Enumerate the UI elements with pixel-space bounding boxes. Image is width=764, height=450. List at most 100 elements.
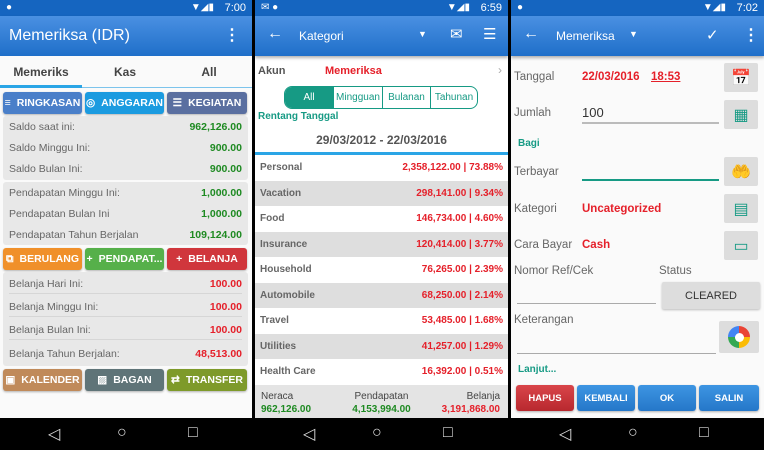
ok-button[interactable]: OK — [638, 385, 696, 411]
akun-value[interactable]: Memeriksa — [325, 65, 382, 77]
clock: 7:02 — [736, 2, 758, 14]
category-value: 298,141.00 | 9.34% — [416, 187, 503, 199]
nav-bar: ◁ ○ □ — [0, 418, 252, 450]
segment-bulanan[interactable]: Bulanan — [382, 87, 430, 108]
date-value[interactable]: 22/03/2016 — [582, 71, 640, 83]
more-icon[interactable]: ⋮ — [743, 27, 759, 44]
calendar-icon: ▣ — [5, 374, 16, 386]
date-range[interactable]: 29/03/2012 - 22/03/2016 — [316, 133, 447, 147]
bagan-button[interactable]: ▨ BAGAN — [85, 369, 164, 391]
tab-memeriks[interactable]: Memeriks — [13, 65, 69, 79]
belanja-label: Belanja — [466, 391, 500, 402]
kembali-button[interactable]: KEMBALI — [577, 385, 635, 411]
category-name: Insurance — [260, 238, 308, 250]
wifi-signal-battery-icon: ▼◢▮ — [446, 2, 470, 13]
belanja-row: Belanja Hari Ini: 100.00 — [9, 274, 242, 294]
category-value: 53,485.00 | 1.68% — [421, 315, 503, 327]
button-label: PENDAPAT... — [98, 253, 163, 265]
category-list-icon[interactable]: ▤ — [724, 194, 758, 223]
home-icon[interactable]: ○ — [628, 424, 638, 441]
sort-icon: ≡ — [4, 97, 11, 109]
salin-button[interactable]: SALIN — [699, 385, 759, 411]
back-icon[interactable]: ◁ — [559, 426, 572, 443]
segment-mingguan[interactable]: Mingguan — [333, 87, 382, 108]
row-value: 962,126.00 — [189, 121, 242, 133]
image-icon: ▨ — [97, 374, 108, 386]
bagi-link[interactable]: Bagi — [518, 138, 540, 149]
time-value[interactable]: 18:53 — [651, 71, 681, 83]
segment-all[interactable]: All — [285, 87, 333, 108]
hapus-button[interactable]: HAPUS — [516, 385, 574, 411]
tab-kas[interactable]: Kas — [113, 65, 136, 79]
page-title[interactable]: Kategori — [299, 29, 344, 43]
jumlah-label: Jumlah — [514, 107, 552, 119]
back-arrow-icon[interactable]: ← — [523, 25, 539, 42]
pendapatan-button[interactable]: + PENDAPAT... — [85, 248, 164, 270]
home-icon[interactable]: ○ — [372, 424, 382, 441]
row-label: Belanja Hari Ini: — [9, 277, 84, 290]
payee-hand-icon[interactable]: 🤲 — [724, 157, 758, 186]
back-icon[interactable]: ◁ — [48, 426, 61, 443]
pendapatan-row: Pendapatan Bulan Ini 1,000.00 — [9, 204, 242, 224]
dropdown-icon[interactable]: ▼ — [629, 29, 638, 39]
category-name: Household — [260, 264, 312, 276]
list-icon: ☰ — [172, 97, 183, 109]
more-icon[interactable]: ⋮ — [224, 27, 240, 44]
category-value: 76,265.00 | 2.39% — [421, 264, 503, 276]
page-title[interactable]: Memeriksa — [556, 29, 615, 43]
belanja-row: Belanja Tahun Berjalan: 48,513.00 — [9, 344, 242, 364]
recents-icon[interactable]: □ — [699, 424, 709, 441]
jumlah-input[interactable]: 100 — [582, 105, 604, 120]
recents-icon[interactable]: □ — [443, 424, 453, 441]
back-icon[interactable]: ◁ — [303, 426, 316, 443]
category-row[interactable]: Utilities 41,257.00 | 1.29% — [255, 333, 508, 359]
category-value: 68,250.00 | 2.14% — [421, 289, 503, 301]
ringkasan-button[interactable]: ≡ RINGKASAN — [3, 92, 82, 114]
email-icon[interactable]: ✉ — [450, 26, 463, 43]
row-value: 900.00 — [209, 142, 242, 154]
category-row[interactable]: Household 76,265.00 | 2.39% — [255, 257, 508, 283]
kalender-button[interactable]: ▣ KALENDER — [3, 369, 82, 391]
category-row[interactable]: Travel 53,485.00 | 1.68% — [255, 308, 508, 334]
belanja-value: 3,191,868.00 — [441, 404, 500, 415]
lanjut-link[interactable]: Lanjut... — [518, 364, 557, 375]
status-bar: ● ▼◢▮ 7:00 — [0, 0, 252, 16]
check-icon[interactable]: ✓ — [706, 27, 719, 44]
category-row[interactable]: Insurance 120,414.00 | 3.77% — [255, 231, 508, 257]
category-row[interactable]: Health Care 16,392.00 | 0.51% — [255, 359, 508, 385]
saldo-row: Saldo saat ini: 962,126.00 — [9, 117, 242, 137]
chevron-right-icon[interactable]: › — [498, 63, 502, 77]
category-row[interactable]: Vacation 298,141.00 | 9.34% — [255, 180, 508, 206]
kegiatan-button[interactable]: ☰ KEGIATAN — [167, 92, 247, 114]
calendar-icon[interactable]: 📅 — [724, 63, 758, 92]
segment-tahunan[interactable]: Tahunan — [430, 87, 477, 108]
category-row[interactable]: Food 146,734.00 | 4.60% — [255, 206, 508, 232]
keterangan-underline — [517, 353, 716, 354]
back-arrow-icon[interactable]: ← — [267, 25, 283, 42]
category-row[interactable]: Automobile 68,250.00 | 2.14% — [255, 282, 508, 308]
recents-icon[interactable]: □ — [188, 424, 198, 441]
tab-all[interactable]: All — [201, 65, 217, 79]
camera-icon[interactable] — [719, 321, 759, 353]
category-value: 146,734.00 | 4.60% — [416, 213, 503, 225]
anggaran-button[interactable]: ◎ ANGGARAN — [85, 92, 164, 114]
kategori-value[interactable]: Uncategorized — [582, 203, 662, 215]
credit-card-icon[interactable]: ▭ — [724, 231, 758, 260]
range-label: Rentang Tanggal — [258, 111, 339, 122]
cara-bayar-value[interactable]: Cash — [582, 239, 611, 251]
android-icon: ● — [6, 2, 13, 13]
belanja-row: Belanja Minggu Ini: 100.00 — [9, 297, 242, 317]
transfer-button[interactable]: ⇄ TRANSFER — [167, 369, 247, 391]
calculator-icon[interactable]: ▦ — [724, 100, 758, 129]
row-label: Pendapatan Tahun Berjalan — [9, 229, 139, 241]
category-name: Automobile — [260, 289, 315, 301]
pendapatan-row: Pendapatan Tahun Berjalan 109,124.00 — [9, 225, 242, 245]
home-icon[interactable]: ○ — [117, 424, 127, 441]
category-name: Food — [260, 213, 285, 225]
belanja-button[interactable]: + BELANJA — [167, 248, 247, 270]
berulang-button[interactable]: ⧉ BERULANG — [3, 248, 82, 270]
dropdown-icon[interactable]: ▼ — [418, 29, 427, 39]
status-button[interactable]: CLEARED — [662, 282, 760, 309]
category-row[interactable]: Personal 2,358,122.00 | 73.88% — [255, 155, 508, 181]
list-icon[interactable]: ☰ — [483, 26, 497, 43]
